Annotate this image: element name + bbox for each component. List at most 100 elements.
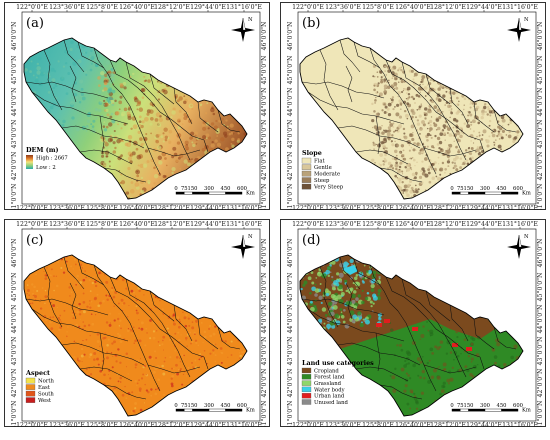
slope-texture xyxy=(414,101,417,104)
dem-texture xyxy=(80,87,84,91)
aspect-texture xyxy=(96,293,99,296)
slope-texture xyxy=(416,122,421,126)
aspect-texture xyxy=(125,287,128,290)
dem-texture xyxy=(127,156,133,161)
slope-texture xyxy=(457,148,460,151)
dem-texture xyxy=(237,138,241,142)
landuse-texture xyxy=(426,361,429,365)
landuse-texture xyxy=(300,287,303,291)
slope-texture xyxy=(384,159,388,163)
landuse-texture xyxy=(340,311,343,314)
dem-texture xyxy=(56,83,59,86)
latitude-label-right: 42°0'0"N xyxy=(261,151,268,180)
landuse-texture xyxy=(366,292,370,295)
latitude-label-left: 41°0'0"N xyxy=(11,400,18,427)
latitude-label-right: 43°0'0"N xyxy=(537,336,544,365)
dem-texture xyxy=(140,176,144,180)
latitude-label-right: 45°0'0"N xyxy=(261,272,268,301)
aspect-texture xyxy=(96,358,99,361)
slope-texture xyxy=(397,95,399,98)
aspect-texture xyxy=(179,367,183,371)
landuse-texture xyxy=(396,344,399,347)
longitude-label-bottom: 128°12'0"E xyxy=(154,205,190,210)
aspect-texture xyxy=(128,304,130,307)
latitude-label-left: 45°0'0"N xyxy=(11,55,18,84)
aspect-texture xyxy=(192,366,194,368)
longitude-label-bottom: 123°36'0"E xyxy=(49,422,85,427)
slope-texture xyxy=(426,132,431,137)
aspect-texture xyxy=(106,351,109,354)
slope-texture xyxy=(413,195,415,197)
county-boundary xyxy=(93,264,123,312)
slope-texture xyxy=(386,81,388,84)
dem-texture xyxy=(155,83,161,89)
slope-texture xyxy=(497,130,501,133)
dem-texture xyxy=(106,113,110,117)
longitude-label-bottom: 128°12'0"E xyxy=(430,422,466,427)
legend-swatch xyxy=(25,390,36,397)
aspect-texture xyxy=(240,351,243,353)
slope-texture xyxy=(426,139,429,142)
longitude-label-bottom: 125°8'0"E xyxy=(362,422,394,427)
dem-texture xyxy=(188,125,193,130)
slope-texture xyxy=(427,110,431,114)
dem-texture xyxy=(52,86,56,89)
slope-texture xyxy=(394,140,396,143)
slope-texture xyxy=(372,141,375,144)
slope-texture xyxy=(516,134,519,137)
longitude-label-top: 129°44'0"E xyxy=(466,4,502,11)
dem-texture xyxy=(85,73,88,76)
landuse-texture xyxy=(408,377,412,380)
aspect-texture xyxy=(31,302,34,305)
dem-texture xyxy=(123,107,128,112)
landuse-texture xyxy=(378,316,381,319)
slope-texture xyxy=(429,124,432,127)
aspect-texture xyxy=(212,349,215,352)
latitude-label-right: 46°0'0"N xyxy=(261,21,268,50)
longitude-label-top: 129°44'0"E xyxy=(190,221,226,228)
scale-bar-tick: 300 xyxy=(204,186,214,192)
landuse-texture xyxy=(462,324,465,328)
dem-texture xyxy=(114,99,117,103)
aspect-texture xyxy=(138,391,140,393)
county-boundary xyxy=(121,93,161,175)
aspect-texture xyxy=(168,338,172,341)
landuse-texture xyxy=(327,274,331,278)
slope-texture xyxy=(429,99,433,102)
aspect-texture xyxy=(178,339,181,342)
slope-texture xyxy=(380,80,384,84)
county-boundary xyxy=(173,304,193,342)
landuse-texture xyxy=(420,391,425,395)
landuse-texture xyxy=(349,258,354,264)
county-boundary xyxy=(301,81,385,99)
landuse-texture xyxy=(355,297,359,301)
aspect-texture xyxy=(105,280,109,284)
slope-texture xyxy=(374,162,376,164)
longitude-label-bottom: 125°8'0"E xyxy=(86,422,118,427)
dem-texture xyxy=(85,129,88,132)
slope-texture xyxy=(408,143,411,146)
aspect-texture xyxy=(161,343,164,346)
slope-texture xyxy=(390,97,392,100)
dem-texture xyxy=(178,96,183,101)
landuse-texture xyxy=(353,276,358,281)
dem-texture xyxy=(135,186,140,190)
dem-texture xyxy=(57,60,60,63)
scale-bar-tick: 450 xyxy=(221,403,231,409)
aspect-texture xyxy=(203,330,207,334)
slope-texture xyxy=(384,150,388,154)
aspect-texture xyxy=(89,353,93,356)
dem-texture xyxy=(178,120,181,123)
slope-texture xyxy=(470,123,473,126)
aspect-texture xyxy=(161,396,164,399)
aspect-texture xyxy=(143,294,145,296)
slope-texture xyxy=(398,99,402,103)
aspect-texture xyxy=(145,373,148,376)
slope-texture xyxy=(371,118,375,123)
aspect-texture xyxy=(172,322,176,326)
aspect-texture xyxy=(152,330,156,333)
slope-texture xyxy=(376,76,379,78)
longitude-label-top: 128°12'0"E xyxy=(154,4,190,11)
north-arrow-half-icon xyxy=(518,17,522,31)
slope-texture xyxy=(383,157,386,160)
